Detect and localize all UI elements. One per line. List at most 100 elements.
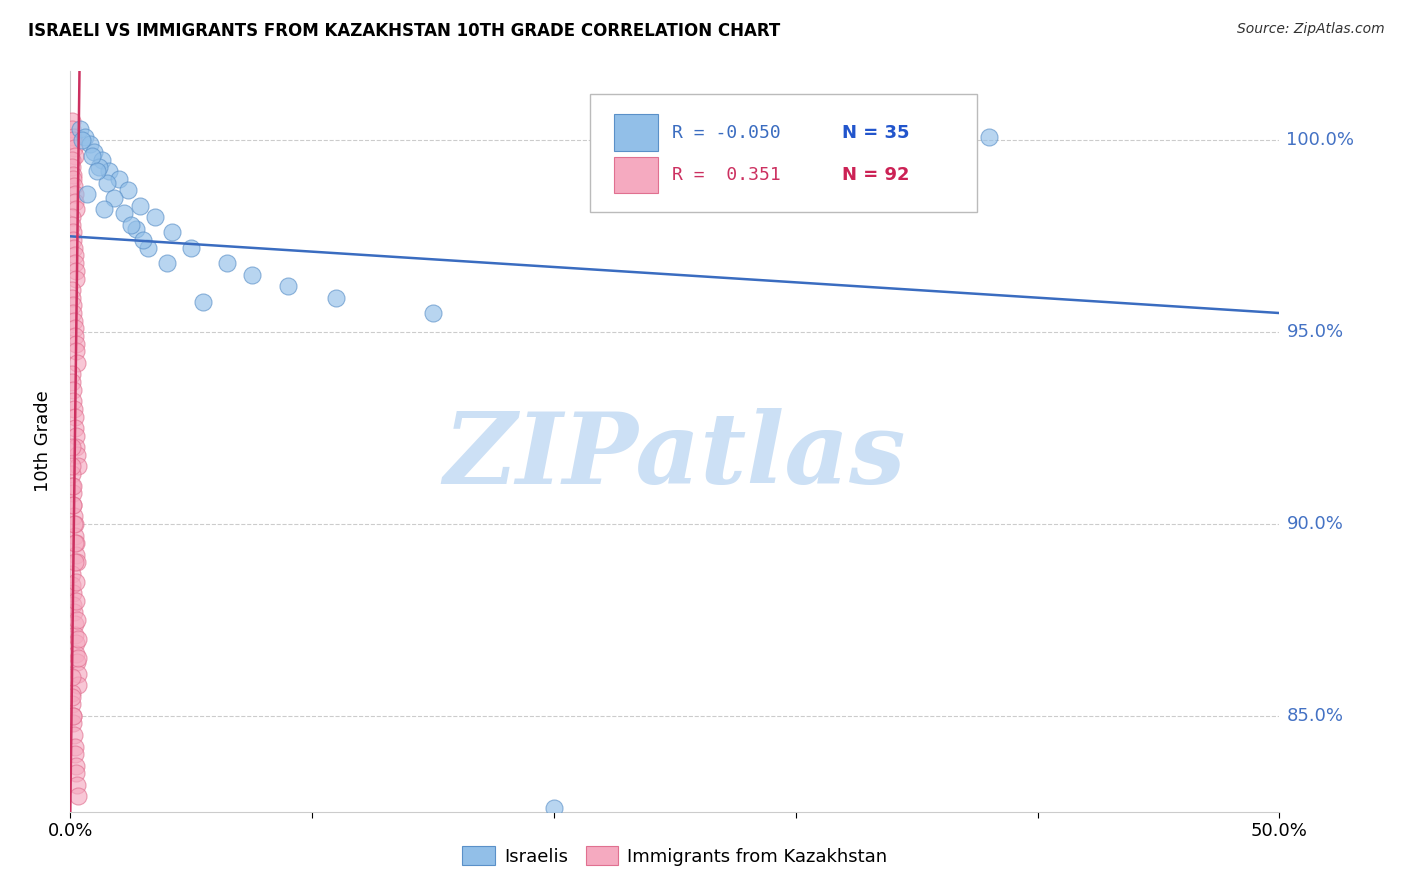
Point	[65, 766, 87, 780]
Point	[112, 206, 135, 220]
Point	[60, 375, 83, 389]
Point	[62, 298, 84, 312]
Point	[62, 171, 84, 186]
Point	[63, 421, 86, 435]
Point	[66, 789, 89, 804]
Point	[62, 598, 84, 612]
Text: N = 35: N = 35	[842, 124, 910, 142]
Point	[60, 161, 83, 175]
Point	[66, 356, 89, 370]
Point	[60, 578, 83, 592]
Point	[65, 536, 87, 550]
Point	[65, 636, 87, 650]
Point	[65, 758, 87, 772]
Point	[62, 586, 84, 600]
Point	[65, 574, 87, 589]
Point	[89, 161, 111, 175]
Text: 95.0%: 95.0%	[1286, 323, 1344, 342]
Point	[66, 459, 89, 474]
Point	[62, 498, 84, 512]
Point	[63, 141, 86, 155]
Point	[60, 690, 83, 704]
Point	[65, 648, 87, 662]
Point	[63, 179, 86, 194]
Point	[422, 306, 444, 320]
Point	[60, 478, 83, 492]
Point	[83, 145, 105, 159]
Point	[63, 605, 86, 619]
Point	[107, 171, 129, 186]
Point	[62, 133, 84, 147]
Point	[62, 486, 84, 500]
Point	[63, 401, 86, 416]
Point	[63, 516, 86, 531]
Point	[63, 536, 86, 550]
Point	[62, 226, 84, 240]
Point	[66, 613, 89, 627]
Point	[217, 256, 239, 270]
Point	[60, 283, 83, 297]
Point	[136, 241, 159, 255]
Point	[72, 133, 94, 147]
Point	[143, 210, 166, 224]
Point	[63, 509, 86, 524]
Point	[882, 126, 904, 140]
Point	[63, 321, 86, 335]
Point	[60, 122, 83, 136]
Point	[63, 747, 86, 761]
Point	[66, 655, 89, 669]
Point	[62, 708, 84, 723]
Point	[63, 314, 86, 328]
Point	[543, 801, 565, 815]
Point	[132, 233, 155, 247]
Point	[67, 678, 90, 692]
Text: Source: ZipAtlas.com: Source: ZipAtlas.com	[1237, 22, 1385, 37]
Point	[325, 291, 347, 305]
Point	[62, 478, 84, 492]
Point	[180, 241, 202, 255]
Point	[96, 176, 118, 190]
Point	[80, 149, 103, 163]
Point	[193, 294, 215, 309]
Point	[103, 191, 125, 205]
Point	[73, 129, 96, 144]
Point	[76, 187, 98, 202]
Point	[62, 394, 84, 409]
Point	[277, 279, 299, 293]
Point	[63, 739, 86, 754]
Text: ISRAELI VS IMMIGRANTS FROM KAZAKHSTAN 10TH GRADE CORRELATION CHART: ISRAELI VS IMMIGRANTS FROM KAZAKHSTAN 10…	[28, 22, 780, 40]
Point	[65, 271, 87, 285]
FancyBboxPatch shape	[591, 94, 977, 212]
Point	[60, 698, 83, 712]
Point	[62, 708, 84, 723]
Point	[240, 268, 263, 282]
Point	[65, 336, 87, 351]
Point	[62, 306, 84, 320]
Y-axis label: 10th Grade: 10th Grade	[34, 391, 52, 492]
Point	[63, 187, 86, 202]
Point	[60, 291, 83, 305]
Point	[160, 226, 183, 240]
Point	[60, 440, 83, 454]
Point	[79, 137, 101, 152]
Point	[65, 429, 87, 443]
Text: 100.0%: 100.0%	[1286, 131, 1354, 149]
Text: N = 92: N = 92	[842, 166, 910, 184]
Point	[93, 202, 115, 217]
Point	[63, 516, 86, 531]
Point	[63, 149, 86, 163]
Point	[62, 716, 84, 731]
Point	[129, 199, 152, 213]
Point	[63, 241, 86, 255]
Point	[69, 122, 91, 136]
Point	[60, 218, 83, 232]
Point	[63, 409, 86, 424]
Point	[120, 218, 142, 232]
Point	[62, 129, 84, 144]
Point	[60, 114, 83, 128]
Point	[62, 168, 84, 182]
Text: ZIPatlas: ZIPatlas	[444, 409, 905, 505]
Point	[60, 210, 83, 224]
Point	[63, 256, 86, 270]
Point	[60, 368, 83, 382]
